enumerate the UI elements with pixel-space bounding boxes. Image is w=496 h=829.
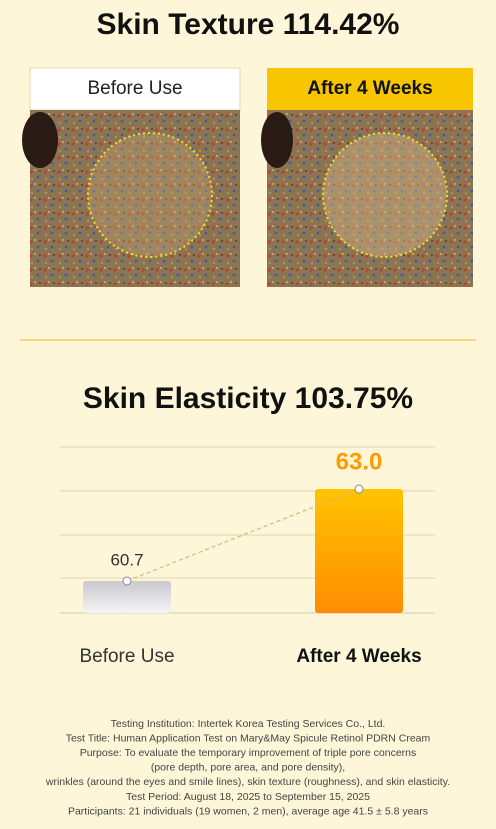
texture-title: Skin Texture 114.42% (97, 8, 400, 41)
point (354, 484, 364, 494)
panel-label: Before Use (87, 78, 182, 99)
label-box (29, 67, 241, 111)
footnote-line: Participants: 21 individuals (19 women, … (68, 805, 428, 817)
point (122, 576, 132, 586)
bar (83, 581, 171, 613)
footnote-line: Test Title: Human Application Test on Ma… (66, 732, 431, 744)
pore-shadow (22, 112, 58, 168)
skin-image (267, 110, 473, 287)
focus-circle (87, 132, 213, 258)
footnote-line: Purpose: To evaluate the temporary impro… (80, 747, 417, 759)
panel-label: After 4 Weeks (307, 78, 432, 99)
bar (315, 489, 403, 613)
category-label: After 4 Weeks (296, 646, 421, 667)
footnote: Testing Institution: Intertek Korea Test… (45, 718, 450, 818)
value-label: 63.0 (336, 448, 383, 475)
footnote-line: Testing Institution: Intertek Korea Test… (111, 718, 386, 730)
category-label: Before Use (79, 646, 174, 667)
value-label: 60.7 (110, 550, 143, 569)
label-box (267, 68, 473, 110)
before-panel: Before Use (22, 67, 241, 287)
skin-image (30, 110, 240, 287)
chart-title: Skin Elasticity 103.75% (83, 382, 413, 415)
pore-shadow (261, 112, 293, 168)
after-panel: After 4 Weeks (261, 68, 473, 287)
footnote-line: (pore depth, pore area, and pore density… (151, 762, 345, 774)
footnote-line: wrinkles (around the eyes and smile line… (45, 776, 450, 788)
focus-circle (322, 132, 448, 258)
footnote-line: Test Period: August 18, 2025 to Septembe… (126, 791, 370, 803)
